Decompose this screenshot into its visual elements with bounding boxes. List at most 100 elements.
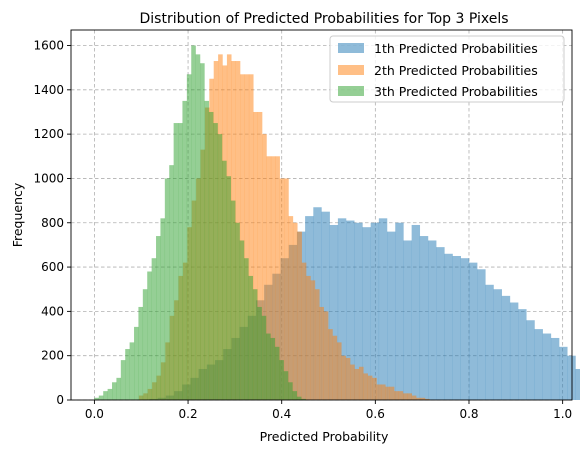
histogram-bar	[120, 360, 126, 400]
histogram-bar	[337, 218, 347, 400]
histogram-bar	[424, 398, 430, 400]
histogram-bar	[362, 227, 371, 400]
x-tick-label: 0.8	[459, 407, 478, 421]
legend-swatch-3	[338, 86, 364, 96]
histogram-bar	[567, 355, 576, 400]
histogram-bar	[493, 289, 502, 400]
histogram-bar	[129, 342, 135, 400]
histogram-bar	[257, 111, 263, 401]
histogram-bar	[240, 74, 245, 401]
histogram-bar	[350, 364, 355, 400]
histogram-bar	[288, 382, 293, 400]
y-tick-label: 1000	[33, 171, 64, 185]
histogram-bar	[542, 333, 552, 400]
plot-frame	[70, 29, 573, 401]
histogram-bar	[345, 357, 351, 400]
histogram-bar	[550, 337, 560, 400]
histogram-bar	[376, 384, 382, 400]
histogram-bar	[288, 216, 294, 400]
histogram-bar	[292, 222, 298, 400]
histogram-bar	[398, 391, 404, 400]
histogram-bar	[372, 377, 377, 400]
histogram-bar	[103, 391, 108, 400]
x-tick-label: 0.4	[272, 407, 291, 421]
histogram-bar	[420, 397, 426, 400]
legend-label-2: 2th Predicted Probabilities	[374, 63, 538, 78]
y-axis-label: Frequency	[10, 182, 25, 247]
histogram-bar	[346, 220, 355, 400]
histogram-bar	[323, 311, 329, 400]
histogram-bar	[354, 368, 360, 400]
histogram-bar	[191, 45, 196, 401]
histogram-bar	[186, 74, 192, 401]
histogram-bar	[395, 222, 404, 400]
histogram-bar	[416, 397, 421, 400]
histogram-bar	[213, 123, 218, 400]
histogram-bar	[266, 156, 272, 400]
histogram-bar	[270, 337, 276, 400]
histogram-bar	[314, 289, 320, 400]
histogram-bar	[407, 393, 412, 400]
histogram-bar	[257, 306, 262, 400]
histogram-bar	[253, 111, 258, 401]
histogram-bar	[284, 178, 289, 400]
histogram-bar	[160, 218, 166, 400]
legend-box	[329, 35, 565, 103]
histogram-bar	[319, 306, 324, 400]
histogram-bar	[380, 384, 386, 400]
histogram-bar	[138, 306, 144, 400]
histogram-bar	[306, 275, 311, 400]
histogram-bar	[262, 134, 267, 401]
histogram-bar	[156, 236, 161, 400]
legend-label-3: 3th Predicted Probabilities	[374, 84, 538, 99]
histogram-bar	[116, 377, 122, 400]
histogram-bar	[468, 262, 478, 400]
histogram-bar	[98, 395, 104, 400]
histogram-bar	[248, 275, 254, 400]
histogram-bar	[477, 269, 486, 400]
histogram-bar	[411, 395, 417, 400]
histogram-bar	[403, 240, 412, 400]
histogram-bar	[332, 335, 338, 400]
histogram-bar	[297, 231, 302, 400]
histogram-bar	[94, 397, 100, 400]
histogram-bar	[419, 236, 429, 400]
histogram-bar	[134, 326, 139, 400]
histogram-bar	[575, 368, 580, 400]
histogram-bar	[244, 74, 250, 401]
histogram-bar	[358, 366, 364, 400]
histogram-bar	[164, 178, 170, 400]
x-axis-label: Predicted Probability	[260, 429, 389, 444]
histogram-bar	[270, 156, 276, 400]
histogram-bar	[208, 111, 214, 401]
histogram-bar	[182, 100, 188, 401]
histogram-bar	[321, 211, 330, 400]
histogram-bar	[452, 255, 461, 400]
histogram-bar	[222, 160, 227, 400]
histogram-bar	[217, 134, 223, 401]
histogram-bar	[147, 271, 152, 400]
histogram-bar	[142, 289, 148, 400]
histogram-bar	[261, 315, 267, 400]
legend-swatch-2	[338, 65, 364, 75]
y-tick-label: 800	[41, 216, 64, 230]
histogram-bar	[173, 123, 179, 400]
legend-swatch-1	[338, 43, 364, 53]
histogram-bar	[310, 280, 316, 400]
histogram-bar	[485, 284, 494, 400]
series-3-bars	[94, 45, 306, 401]
histogram-bar	[296, 396, 302, 400]
histogram-bar	[204, 100, 210, 401]
histogram-bar	[329, 224, 339, 400]
histogram-bar	[252, 289, 258, 400]
histogram-bar	[394, 391, 399, 400]
histogram-bar	[230, 200, 236, 400]
histogram-bar	[279, 178, 285, 400]
y-tick-label: 0	[56, 393, 64, 407]
histogram-bar	[125, 349, 130, 400]
histogram-bar	[363, 373, 368, 400]
histogram-bar	[559, 346, 568, 400]
histogram-bar	[509, 302, 519, 400]
histogram-bar	[370, 222, 380, 400]
histogram-bar	[244, 258, 249, 400]
